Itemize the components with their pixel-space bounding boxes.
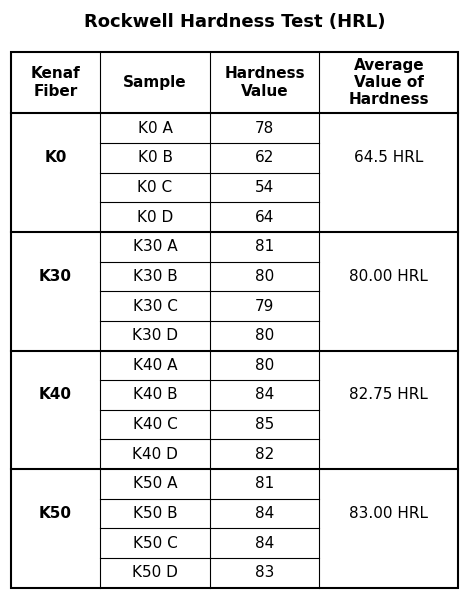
Text: 80: 80: [255, 269, 274, 284]
Text: K50 A: K50 A: [133, 477, 177, 491]
Text: 81: 81: [255, 239, 274, 254]
Text: K50 D: K50 D: [132, 565, 178, 580]
Text: 80: 80: [255, 328, 274, 343]
Text: K50: K50: [39, 506, 72, 521]
Text: K40: K40: [39, 387, 72, 402]
Text: K50 B: K50 B: [133, 506, 177, 521]
Text: 62: 62: [255, 151, 274, 165]
Text: 82.75 HRL: 82.75 HRL: [349, 387, 428, 402]
Text: 54: 54: [255, 180, 274, 195]
Text: 83: 83: [255, 565, 274, 580]
Text: 64.5 HRL: 64.5 HRL: [354, 151, 424, 165]
Text: K0 A: K0 A: [137, 121, 173, 136]
Text: K0: K0: [45, 151, 67, 165]
Text: 82: 82: [255, 447, 274, 462]
Text: K30 B: K30 B: [133, 269, 177, 284]
Text: K0 B: K0 B: [137, 151, 173, 165]
Text: K40 B: K40 B: [133, 387, 177, 402]
Text: 64: 64: [255, 209, 274, 225]
Text: K0 D: K0 D: [137, 209, 173, 225]
Text: K40 A: K40 A: [133, 358, 177, 373]
Text: 80.00 HRL: 80.00 HRL: [349, 269, 428, 284]
Text: K30 A: K30 A: [133, 239, 177, 254]
Text: 84: 84: [255, 387, 274, 402]
Text: Hardness
Value: Hardness Value: [224, 67, 305, 99]
Text: Kenaf
Fiber: Kenaf Fiber: [31, 67, 81, 99]
Text: K30: K30: [39, 269, 72, 284]
Text: K40 D: K40 D: [132, 447, 178, 462]
Text: K50 C: K50 C: [133, 536, 177, 551]
Text: Sample: Sample: [123, 75, 187, 90]
Text: 84: 84: [255, 506, 274, 521]
Text: K30 C: K30 C: [133, 299, 177, 314]
Text: 79: 79: [255, 299, 274, 314]
Text: 85: 85: [255, 417, 274, 432]
Text: Average
Value of
Hardness: Average Value of Hardness: [348, 58, 429, 108]
Text: 83.00 HRL: 83.00 HRL: [349, 506, 428, 521]
Text: K40 C: K40 C: [133, 417, 177, 432]
Text: 80: 80: [255, 358, 274, 373]
Text: K30 D: K30 D: [132, 328, 178, 343]
Text: 81: 81: [255, 477, 274, 491]
Text: 84: 84: [255, 536, 274, 551]
Text: K0 C: K0 C: [137, 180, 173, 195]
Text: 78: 78: [255, 121, 274, 136]
Text: Rockwell Hardness Test (HRL): Rockwell Hardness Test (HRL): [84, 13, 385, 31]
